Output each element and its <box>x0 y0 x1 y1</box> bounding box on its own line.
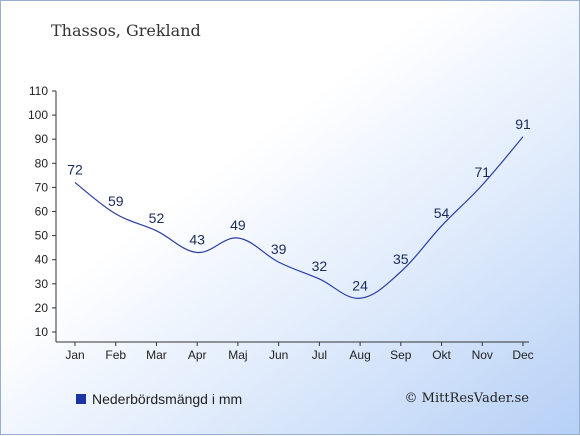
x-tick-label: Dec <box>512 348 533 362</box>
chart-title: Thassos, Grekland <box>51 21 201 40</box>
x-tick-label: Maj <box>228 348 247 362</box>
data-label: 35 <box>393 251 409 267</box>
y-tick-label: 60 <box>35 205 49 219</box>
data-label: 59 <box>108 193 124 209</box>
x-tick-label: Nov <box>472 348 493 362</box>
x-tick-label: Jun <box>269 348 288 362</box>
x-tick-label: Sep <box>390 348 412 362</box>
series <box>74 136 524 299</box>
data-label: 24 <box>352 277 368 293</box>
data-label: 49 <box>230 217 246 233</box>
data-label: 32 <box>312 258 328 274</box>
credit: © MittResVader.se <box>404 391 529 406</box>
y-tick-label: 70 <box>35 180 49 194</box>
y-tick-label: 100 <box>28 108 48 122</box>
legend-swatch <box>76 394 86 404</box>
y-tick-label: 50 <box>35 229 49 243</box>
y-tick-label: 30 <box>35 277 49 291</box>
data-label: 52 <box>149 210 165 226</box>
data-labels: 72 59 52 43 49 39 32 24 35 54 71 91 <box>67 116 531 293</box>
data-label: 72 <box>67 162 83 178</box>
x-tick-label: Feb <box>105 348 126 362</box>
y-tick-label: 40 <box>35 253 49 267</box>
x-tick-label: Mar <box>146 348 167 362</box>
x-tick-label: Okt <box>432 348 451 362</box>
series-line-nederbord <box>74 136 524 299</box>
legend-label: Nederbördsmängd i mm <box>92 391 243 407</box>
data-label: 39 <box>271 241 287 257</box>
legend: Nederbördsmängd i mm <box>76 391 242 407</box>
y-tick-label: 10 <box>35 325 49 339</box>
data-label: 43 <box>189 231 205 247</box>
data-label: 91 <box>515 116 531 132</box>
x-tick-label: Jan <box>65 348 84 362</box>
data-label: 71 <box>474 164 490 180</box>
x-tick-label: Apr <box>188 348 207 362</box>
data-label: 54 <box>434 205 450 221</box>
axes: 10 20 30 40 50 60 70 80 90 100 110 Jan Feb Mar Apr Maj J… <box>28 84 534 362</box>
y-tick-label: 110 <box>29 84 48 98</box>
x-tick-label: Aug <box>349 348 370 362</box>
y-tick-label: 90 <box>35 132 49 146</box>
y-tick-label: 80 <box>35 156 49 170</box>
y-tick-label: 20 <box>35 301 49 315</box>
x-tick-label: Jul <box>312 348 327 362</box>
